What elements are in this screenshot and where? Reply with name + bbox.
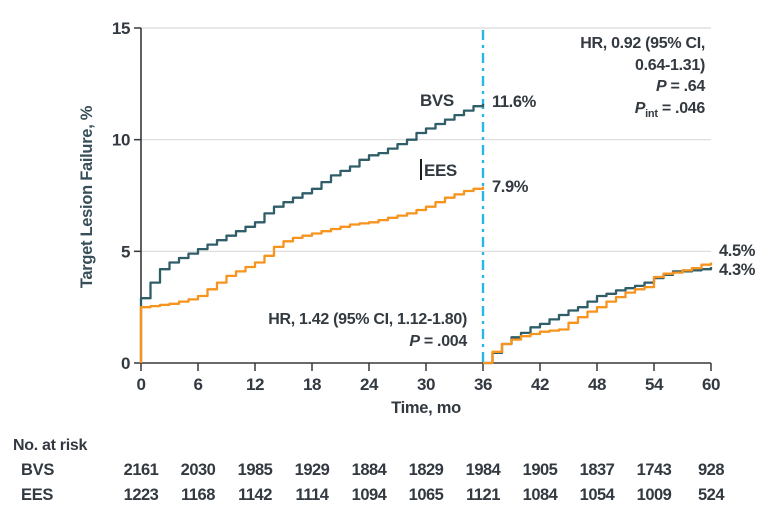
x-tick-label: 60 xyxy=(702,375,720,394)
curve-ees xyxy=(139,186,485,363)
y-tick-label: 10 xyxy=(112,131,130,150)
x-tick-label: 24 xyxy=(360,375,379,394)
risk-count: 1142 xyxy=(238,486,272,504)
risk-row-bvs-counts: 2161 2030 1985 1929 1884 1829 1984 1905 1837 1743… xyxy=(0,461,772,479)
risk-count: 1168 xyxy=(181,486,215,504)
series-label-bvs: BVS xyxy=(420,91,454,110)
x-tick-label: 42 xyxy=(531,375,549,394)
risk-row-label-bvs: BVS xyxy=(21,461,55,479)
risk-count: 1984 xyxy=(465,461,501,479)
hr-line1: HR, 1.42 (95% CI, 1.12-1.80) xyxy=(268,311,467,328)
value-label-ees-60mo: 4.5% xyxy=(719,242,756,260)
risk-count: 1054 xyxy=(579,486,615,504)
risk-count: 1094 xyxy=(351,486,387,504)
risk-row-ees-counts: 1223 1168 1142 1114 1094 1065 1121 1084 1054 1009… xyxy=(0,486,772,504)
hr-p-value: P = .64 xyxy=(475,76,705,98)
x-tick-label: 6 xyxy=(193,375,202,394)
risk-count: 1884 xyxy=(351,461,387,479)
x-axis-title: Time, mo xyxy=(391,399,461,417)
risk-row-label-ees: EES xyxy=(21,486,54,504)
curve-bvs xyxy=(483,267,713,365)
risk-count: 1929 xyxy=(294,461,330,479)
risk-count: 1009 xyxy=(636,486,672,504)
risk-count: 928 xyxy=(697,461,725,479)
x-tick-label: 48 xyxy=(588,375,606,394)
curve-bvs xyxy=(139,103,485,363)
hr-line2: 0.64-1.31) xyxy=(635,56,705,74)
x-tick-label: 36 xyxy=(474,375,492,394)
value-label-ees-36mo: 7.9% xyxy=(492,178,529,196)
risk-count: 1905 xyxy=(522,461,558,479)
p-value-text: = .64 xyxy=(666,78,705,95)
p-symbol: P xyxy=(655,78,667,95)
risk-table-title: No. at risk xyxy=(13,437,88,454)
p-symbol: P xyxy=(409,332,420,350)
risk-count: 1065 xyxy=(408,486,444,504)
y-tick-label: 15 xyxy=(112,19,130,38)
y-tick-label: 0 xyxy=(121,354,130,373)
x-tick-label: 0 xyxy=(136,375,145,394)
y-tick-label: 5 xyxy=(121,242,130,261)
curve-ees xyxy=(483,262,713,365)
risk-count: 1223 xyxy=(123,486,159,504)
hr-line1: HR, 0.92 (95% CI, xyxy=(580,35,705,52)
hr-annotation-36-60mo: HR, 0.92 (95% CI, 0.64-1.31) P = .64 Pin… xyxy=(475,33,705,125)
value-label-bvs-60mo: 4.3% xyxy=(719,261,756,279)
risk-count: 524 xyxy=(697,486,725,504)
risk-count: 2030 xyxy=(180,461,216,479)
risk-count: 2161 xyxy=(123,461,159,479)
x-tick-label: 54 xyxy=(645,375,664,394)
hr-annotation-0-36mo: HR, 1.42 (95% CI, 1.12-1.80) P = .004 xyxy=(187,309,467,352)
x-tick-label: 18 xyxy=(303,375,321,394)
y-axis-title: Target Lesion Failure, % xyxy=(78,105,96,289)
hr-p-interaction: Pint = .046 xyxy=(475,98,706,126)
risk-count: 1829 xyxy=(408,461,444,479)
risk-count: 1743 xyxy=(636,461,672,479)
risk-count: 1084 xyxy=(522,486,558,504)
series-label-ees: EES xyxy=(424,161,457,180)
p-value-text: = .004 xyxy=(419,332,467,350)
p-subscript: int xyxy=(645,107,658,120)
chart-plot-area: 0 6 12 18 24 30 36 42 48 54 60 0 5 10 15 xyxy=(112,19,721,394)
value-label-bvs-36mo: 11.6% xyxy=(492,93,536,111)
risk-count: 1121 xyxy=(466,486,500,504)
risk-count: 1985 xyxy=(237,461,273,479)
p-symbol: P xyxy=(634,99,646,117)
risk-count: 1837 xyxy=(579,461,615,479)
hr-p-value: P = .004 xyxy=(187,331,467,353)
text-cursor xyxy=(420,159,422,180)
x-tick-label: 30 xyxy=(417,375,435,394)
p-value-text: = .046 xyxy=(657,99,705,117)
risk-count: 1114 xyxy=(295,486,329,504)
x-tick-label: 12 xyxy=(246,375,264,394)
